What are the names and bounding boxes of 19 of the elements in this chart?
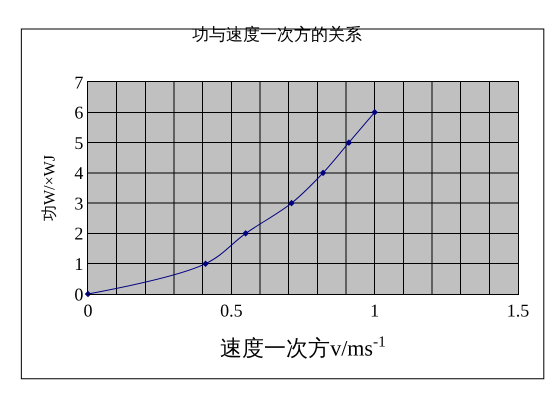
point [371,109,378,116]
y-tick-label: 2 [74,224,84,244]
point [346,139,352,146]
x-tick-label: 0.5 [220,300,243,321]
point [288,200,295,206]
point [320,170,326,176]
y-tick-label: 4 [74,163,84,184]
point [202,260,209,267]
x-tick-label: 1.5 [506,300,530,321]
point [242,230,249,237]
y-tick-label: 0 [74,284,84,304]
y-tick-label: 6 [74,102,84,123]
y-axis-title: 功W/×WJ [40,155,58,221]
x-axis-title: 速度一次方v/ms$^{-1}$ [220,333,386,360]
y-tick-label: 7 [74,72,84,92]
y-tick-label: 3 [74,193,84,214]
x-tick-label: 1 [370,300,380,321]
y-tick-label: 1 [74,254,84,274]
y-tick-label: 5 [74,132,84,153]
